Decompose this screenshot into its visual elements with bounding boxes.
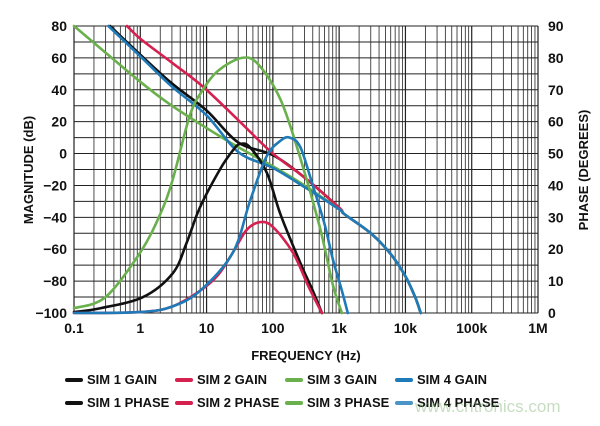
legend-label: SIM 2 PHASE: [197, 395, 280, 410]
grid: [73, 25, 539, 314]
x-axis-label: FREQUENCY (Hz): [251, 348, 361, 363]
legend-label: SIM 3 PHASE: [307, 395, 390, 410]
legend-swatch: [395, 400, 413, 405]
y2-tick-label: 30: [548, 209, 564, 225]
legend-swatch: [285, 400, 303, 405]
y-tick-label: 40: [51, 82, 67, 98]
legend-label: SIM 1 GAIN: [87, 372, 158, 387]
y2-tick-label: 50: [548, 146, 564, 162]
y2-tick-label: 60: [548, 114, 564, 130]
x-tick-label: 0.1: [64, 320, 84, 336]
x-tick-label: 1M: [528, 320, 547, 336]
y-tick-label: 60: [51, 50, 67, 66]
y-tick-label: −20: [43, 177, 67, 193]
watermark: www.cntronics.com: [415, 397, 561, 416]
y-tick-label: −60: [43, 241, 67, 257]
y2-tick-label: 40: [548, 177, 564, 193]
y-axis-label: MAGNITUDE (dB): [21, 116, 36, 224]
tick-labels: 0.1 1 10 100 1k 10k 100k 1M806040200−20−40−60−8…: [35, 18, 563, 336]
x-tick-label: 10k: [394, 320, 418, 336]
legend-label: SIM 4 GAIN: [417, 372, 488, 387]
x-tick-label: 100k: [456, 320, 487, 336]
y-tick-label: −80: [43, 273, 67, 289]
legend-label: SIM 4 PHASE: [417, 395, 500, 410]
y-tick-label: 20: [51, 114, 67, 130]
series-sim-3-phase: [72, 56, 344, 315]
legend-item-sim3-gain: SIM 3 GAIN: [285, 372, 377, 387]
x-tick-label: 10: [199, 320, 215, 336]
series-sim-1-phase: [72, 142, 324, 315]
series-sim-4-gain: [107, 24, 423, 315]
legend-label: SIM 2 GAIN: [197, 372, 268, 387]
y2-tick-label: 80: [548, 50, 564, 66]
legend-swatch: [65, 377, 83, 382]
x-tick-label: 100: [261, 320, 285, 336]
curves: [72, 24, 423, 315]
y-tick-label: 0: [59, 146, 67, 162]
y-tick-label: 80: [51, 18, 67, 34]
y2-tick-label: 0: [548, 305, 556, 321]
legend-swatch: [395, 377, 413, 382]
legend-label: SIM 3 GAIN: [307, 372, 378, 387]
legend-swatch: [175, 400, 193, 405]
legend-item-sim2-phase: SIM 2 PHASE: [175, 395, 279, 410]
y2-axis-label: PHASE (DEGREES): [576, 110, 591, 231]
legend-item-sim3-phase: SIM 3 PHASE: [285, 395, 389, 410]
y2-tick-label: 70: [548, 82, 564, 98]
legend-item-sim2-gain: SIM 2 GAIN: [175, 372, 267, 387]
y2-tick-label: 90: [548, 18, 564, 34]
x-tick-label: 1k: [331, 320, 347, 336]
x-tick-label: 1: [136, 320, 144, 336]
legend-swatch: [175, 377, 193, 382]
y2-tick-label: 10: [548, 273, 564, 289]
legend-item-sim1-gain: SIM 1 GAIN: [65, 372, 157, 387]
legend-item-sim1-phase: SIM 1 PHASE: [65, 395, 169, 410]
legend-swatch: [65, 400, 83, 405]
series-sim-4-phase: [72, 135, 350, 315]
legend-item-sim4-phase: SIM 4 PHASE: [395, 395, 499, 410]
legend-swatch: [285, 377, 303, 382]
y-tick-label: −40: [43, 209, 67, 225]
y2-tick-label: 20: [548, 241, 564, 257]
y-tick-label: −100: [35, 305, 67, 321]
legend-label: SIM 1 PHASE: [87, 395, 170, 410]
legend-item-sim4-gain: SIM 4 GAIN: [395, 372, 487, 387]
series-sim-2-phase: [72, 220, 324, 315]
